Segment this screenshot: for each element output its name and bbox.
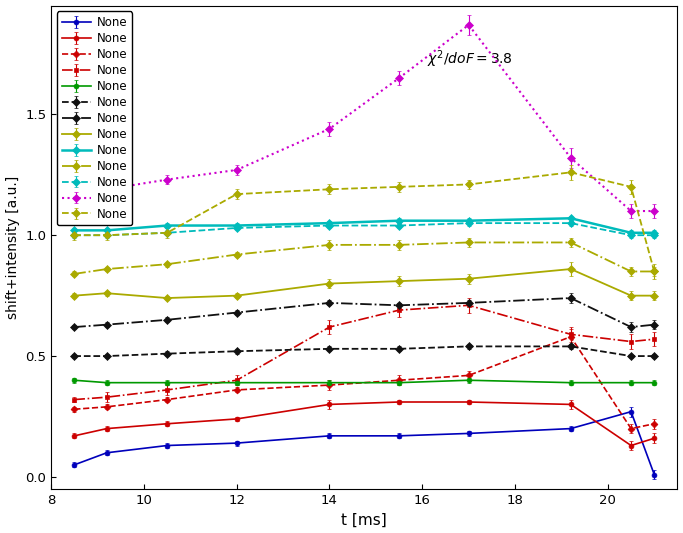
Text: $\chi^2/doF = 3.8$: $\chi^2/doF = 3.8$ <box>427 48 513 70</box>
X-axis label: t [ms]: t [ms] <box>342 512 387 528</box>
Legend: None, None, None, None, None, None, None, None, None, None, None, None, None: None, None, None, None, None, None, None… <box>57 11 133 225</box>
Y-axis label: shift+intensity [a.u.]: shift+intensity [a.u.] <box>5 176 20 319</box>
